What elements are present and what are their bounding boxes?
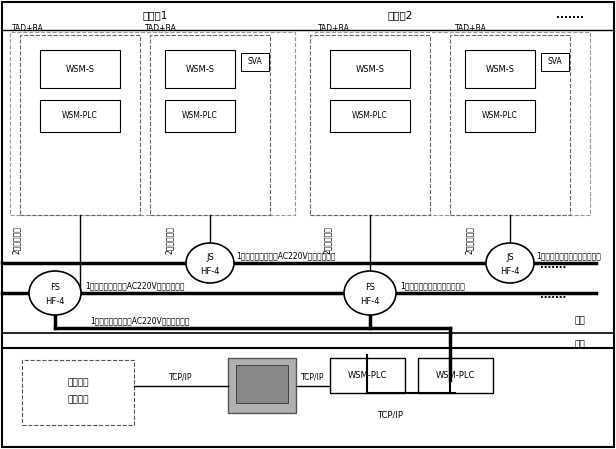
- Bar: [330, 100, 410, 132]
- Bar: [418, 358, 493, 393]
- Text: .......: .......: [540, 260, 566, 270]
- Text: JS: JS: [206, 254, 214, 263]
- Ellipse shape: [29, 271, 81, 315]
- Text: WSM-S: WSM-S: [485, 65, 514, 74]
- Text: 1对贯通电缆（去下一调谐区）: 1对贯通电缆（去下一调谐区）: [400, 281, 465, 290]
- Text: FS: FS: [365, 282, 375, 291]
- Text: 2芯分支电缆: 2芯分支电缆: [323, 226, 332, 254]
- Text: 2芯分支电缆: 2芯分支电缆: [165, 226, 174, 254]
- Text: WSM-S: WSM-S: [65, 65, 94, 74]
- Bar: [465, 50, 535, 88]
- Bar: [165, 100, 235, 132]
- Text: TAD+BA: TAD+BA: [318, 24, 350, 33]
- Bar: [465, 100, 535, 132]
- Text: WSM-S: WSM-S: [355, 65, 384, 74]
- Text: 调谐区1: 调谐区1: [142, 10, 168, 20]
- Text: HF-4: HF-4: [45, 298, 65, 307]
- Text: HF-4: HF-4: [500, 267, 520, 276]
- Bar: [241, 53, 269, 71]
- Text: 监测系统: 监测系统: [67, 396, 89, 405]
- Bar: [165, 50, 235, 88]
- Bar: [40, 50, 120, 88]
- Text: .......: .......: [540, 290, 566, 300]
- Text: 1对贯道电缆（用作AC220V电源和通信）: 1对贯道电缆（用作AC220V电源和通信）: [85, 281, 185, 290]
- Text: HF-4: HF-4: [360, 298, 379, 307]
- Text: 室内: 室内: [575, 340, 585, 349]
- Text: TCP/IP: TCP/IP: [377, 410, 403, 419]
- Text: JS: JS: [506, 254, 514, 263]
- Text: WSM-PLC: WSM-PLC: [62, 111, 98, 120]
- Bar: [310, 35, 430, 215]
- Text: WSM-PLC: WSM-PLC: [352, 111, 388, 120]
- Bar: [330, 50, 410, 88]
- Text: 调谐区2: 调谐区2: [387, 10, 413, 20]
- Text: 1对贯道电缆（去下一调谐区）: 1对贯道电缆（去下一调谐区）: [536, 251, 601, 260]
- Bar: [20, 35, 140, 215]
- Bar: [228, 358, 296, 413]
- Text: 信号集中: 信号集中: [67, 379, 89, 387]
- Ellipse shape: [486, 243, 534, 283]
- Text: TAD+BA: TAD+BA: [12, 24, 44, 33]
- Text: WSM-PLC: WSM-PLC: [182, 111, 218, 120]
- Text: WSM-PLC: WSM-PLC: [482, 111, 518, 120]
- Text: HF-4: HF-4: [200, 267, 220, 276]
- Text: WSM-S: WSM-S: [185, 65, 214, 74]
- Text: WSM-PLC: WSM-PLC: [436, 370, 475, 379]
- Text: TCP/IP: TCP/IP: [301, 373, 325, 382]
- Text: TAD+BA: TAD+BA: [455, 24, 487, 33]
- Text: 1对贯道电缆（用作AC220V电源和通信）: 1对贯道电缆（用作AC220V电源和通信）: [236, 251, 336, 260]
- Text: 2芯分支电缆: 2芯分支电缆: [465, 226, 474, 254]
- Bar: [315, 32, 590, 215]
- Ellipse shape: [344, 271, 396, 315]
- Bar: [150, 35, 270, 215]
- Bar: [40, 100, 120, 132]
- Bar: [22, 360, 134, 425]
- Text: 2芯分支电缆: 2芯分支电缆: [12, 226, 21, 254]
- Text: FS: FS: [50, 282, 60, 291]
- Bar: [541, 53, 569, 71]
- Bar: [10, 32, 295, 215]
- Text: TAD+BA: TAD+BA: [145, 24, 177, 33]
- Text: WSM-PLC: WSM-PLC: [347, 370, 387, 379]
- Bar: [450, 35, 570, 215]
- Text: .......: .......: [556, 10, 584, 20]
- Ellipse shape: [186, 243, 234, 283]
- Text: 室外: 室外: [575, 317, 585, 326]
- Text: 1对贯通电缆（用作AC220V电源和通信）: 1对贯通电缆（用作AC220V电源和通信）: [90, 316, 190, 325]
- Text: TCP/IP: TCP/IP: [169, 372, 193, 381]
- Text: SVA: SVA: [548, 57, 562, 66]
- Text: SVA: SVA: [248, 57, 262, 66]
- Bar: [330, 358, 405, 393]
- Bar: [236, 365, 288, 403]
